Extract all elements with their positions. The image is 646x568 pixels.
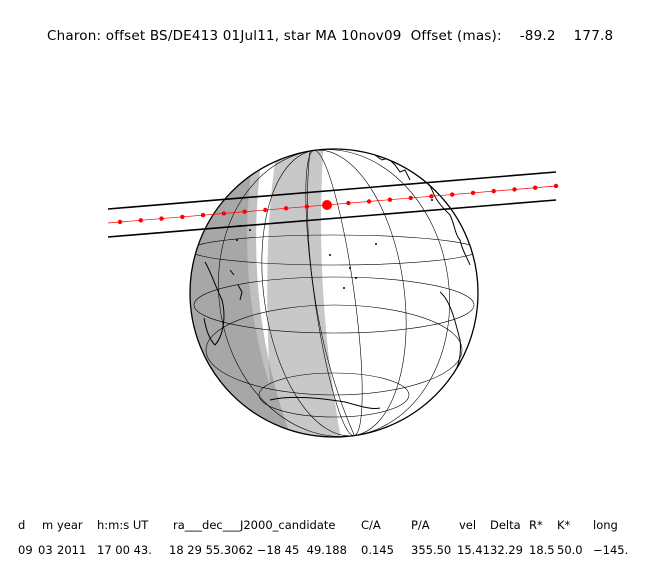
event-title: Charon: offset BS/DE413 01Jul11, star MA… (46, 28, 402, 44)
latitude-line (258, 372, 410, 418)
track-dot (180, 214, 185, 220)
val-vel: 15.41 (457, 543, 490, 557)
track-dot (408, 195, 413, 201)
coastline-australia (203, 261, 225, 346)
shadow-limit-south (107, 199, 557, 238)
val-long: −145. (593, 543, 629, 557)
val-month: 03 (38, 543, 53, 557)
track-dot (366, 199, 372, 204)
col-kstar: K* (557, 518, 571, 532)
col-vel: vel (459, 518, 477, 532)
val-ca: 0.145 (361, 543, 394, 557)
track-dot (200, 212, 206, 218)
val-year: 2011 (57, 543, 87, 557)
shadow-path-limits (107, 171, 557, 238)
track-dot (304, 204, 310, 209)
col-day: d (18, 518, 26, 532)
col-month: m (42, 518, 54, 532)
coastline-detail (374, 154, 411, 181)
col-long: long (593, 518, 618, 532)
col-coords: ra___dec___J2000_candidate (173, 518, 336, 532)
table-header-row: d m year h:m:s UT ra___dec___J2000_candi… (0, 518, 646, 534)
val-kstar: 50.0 (557, 543, 583, 557)
offset-dec-value: 177.8 (573, 28, 614, 44)
track-dot (117, 219, 123, 225)
closest-approach-dot (322, 200, 332, 210)
val-time: 17 00 43. (97, 543, 152, 557)
globe-outline (189, 148, 479, 438)
coastline-islands (229, 269, 243, 301)
track-dot (429, 194, 434, 199)
val-delta: 32.29 (490, 543, 523, 557)
track-dot (470, 190, 476, 196)
track-dot (491, 188, 496, 194)
track-dot (138, 218, 143, 223)
col-ca: C/A (361, 518, 381, 532)
val-coords: 18 29 55.3062 −18 45 49.188 (169, 543, 347, 557)
centerline-dots (117, 183, 559, 225)
latitude-line (190, 234, 478, 266)
track-dot (242, 209, 247, 214)
day-night-shading (190, 149, 478, 437)
track-dot (387, 197, 393, 202)
longitude-line (307, 149, 356, 437)
col-pa: P/A (411, 518, 430, 532)
track-dot (346, 200, 351, 206)
val-rstar: 18.5 (529, 543, 555, 557)
shadow-limit-north (107, 171, 557, 210)
latitude-line (193, 276, 475, 334)
night-side (190, 149, 300, 437)
offset-ra-value: -89.2 (519, 28, 556, 44)
track-dot (553, 183, 559, 189)
track-dot (533, 185, 538, 190)
col-time: h:m:s UT (97, 518, 149, 532)
track-dot (263, 207, 268, 213)
track-dot (221, 211, 226, 216)
col-delta: Delta (490, 518, 521, 532)
val-pa: 355.50 (411, 543, 452, 557)
offset-label: Offset (mas): (410, 28, 502, 44)
coastline-antarctica (269, 396, 381, 409)
centerline-track (107, 183, 559, 225)
track-dot (283, 206, 289, 211)
table-values-row: 09 03 2011 17 00 43. 18 29 55.3062 −18 4… (0, 543, 646, 559)
title-line: Charon: offset BS/DE413 01Jul11, star MA… (38, 12, 613, 44)
col-rstar: R* (529, 518, 543, 532)
track-dot (512, 187, 517, 192)
track-dot (450, 192, 455, 197)
col-year: year (57, 518, 83, 532)
val-day: 09 (18, 543, 33, 557)
track-dot (159, 216, 164, 221)
